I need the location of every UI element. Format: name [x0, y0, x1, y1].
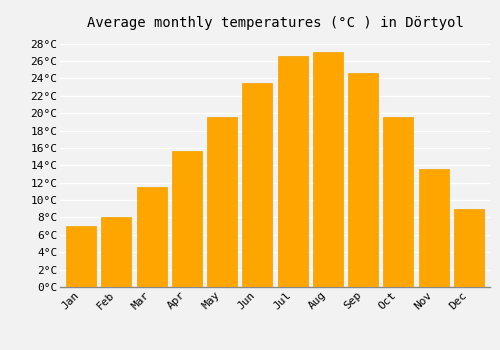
Bar	[418, 169, 448, 287]
Bar	[454, 209, 484, 287]
Bar	[66, 226, 96, 287]
Title: Average monthly temperatures (°C ) in Dörtyol: Average monthly temperatures (°C ) in Dö…	[86, 16, 464, 30]
Bar	[348, 73, 378, 287]
Bar	[136, 187, 166, 287]
Bar	[207, 117, 237, 287]
Bar	[242, 83, 272, 287]
Bar	[278, 56, 308, 287]
Bar	[313, 52, 343, 287]
Bar	[172, 152, 202, 287]
Bar	[384, 117, 414, 287]
Bar	[102, 217, 132, 287]
